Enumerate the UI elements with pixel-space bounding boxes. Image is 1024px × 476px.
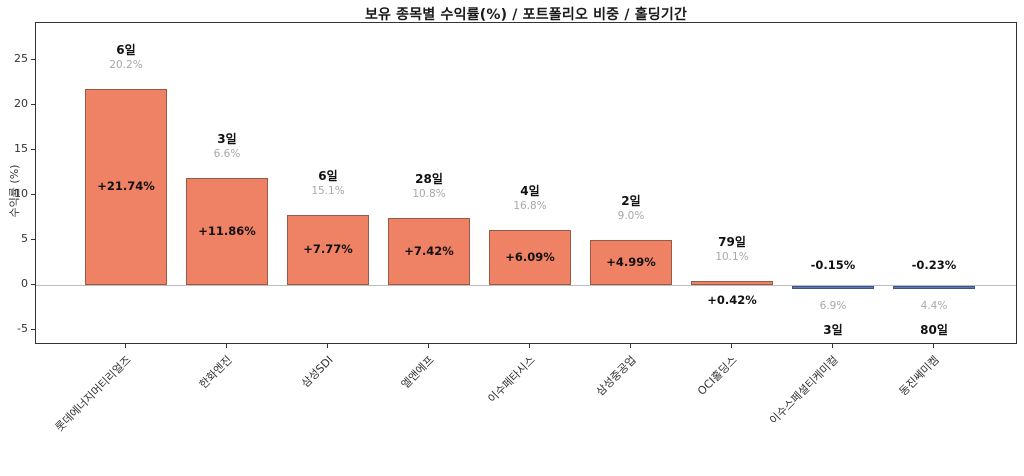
return-label: +7.42% [404, 243, 454, 258]
holding-days-label: 3일 [217, 132, 237, 147]
portfolio-weight-label: 10.8% [412, 188, 446, 201]
holding-days-label: 3일 [823, 323, 843, 337]
x-category-label: 삼성중공업 [593, 353, 639, 399]
y-tick-label: 15 [14, 142, 28, 155]
y-tick-mark [31, 104, 35, 105]
holding-days-label: 6일 [116, 43, 136, 58]
y-tick-mark [31, 59, 35, 60]
return-label: -0.23% [911, 258, 957, 272]
return-label: +6.09% [505, 249, 555, 264]
x-category-label: 엘앤에프 [398, 353, 437, 392]
x-category-label: 동진쎄미켐 [896, 353, 942, 399]
bar-8 [792, 286, 874, 289]
y-tick-label: 20 [14, 97, 28, 110]
return-label: +4.99% [606, 254, 656, 269]
holding-days-label: 6일 [318, 169, 338, 184]
y-tick-mark [31, 239, 35, 240]
y-tick-mark [31, 284, 35, 285]
return-label: +7.77% [303, 242, 353, 257]
portfolio-weight-label: 9.0% [617, 210, 645, 223]
portfolio-weight-label: 6.6% [213, 148, 241, 161]
y-tick-mark [31, 149, 35, 150]
y-tick-mark [31, 194, 35, 195]
holding-days-label: 28일 [415, 172, 443, 187]
y-tick-label: 5 [21, 232, 28, 245]
x-tick-mark [630, 344, 631, 348]
bar-9 [893, 286, 975, 289]
zero-gridline [36, 285, 1016, 286]
chart-title: 보유 종목별 수익률(%) / 포트폴리오 비중 / 홀딩기간 [364, 7, 688, 23]
bar-1 [85, 89, 167, 285]
holding-days-label: 4일 [520, 184, 540, 199]
bar-4 [388, 218, 470, 285]
return-label: -0.15% [810, 258, 856, 272]
x-tick-mark [327, 344, 328, 348]
plot-area: 6일 20.2% +21.74% 3일 6.6% +11.86% 6일 15.1% +7.77%… [35, 22, 1017, 344]
x-category-label: 이수스페셜티케미컬 [767, 353, 841, 428]
portfolio-weight-label: 4.4% [920, 300, 948, 312]
holding-days-label: 2일 [621, 194, 641, 209]
x-tick-mark [832, 344, 833, 348]
bar-3 [287, 215, 369, 285]
return-label: +11.86% [198, 223, 256, 238]
x-tick-mark [428, 344, 429, 348]
bar-5 [489, 230, 571, 285]
y-tick-label: 25 [14, 52, 28, 65]
x-category-label: 이수페타시스 [485, 353, 538, 406]
bar-7 [691, 281, 773, 285]
x-tick-mark [933, 344, 934, 348]
bar-6 [590, 240, 672, 285]
portfolio-weight-label: 15.1% [311, 185, 345, 198]
holding-days-label: 79일 [718, 235, 746, 250]
x-tick-mark [226, 344, 227, 348]
x-category-label: 한화엔진 [196, 353, 235, 392]
y-tick-label: 0 [21, 277, 28, 290]
y-tick-label: -5 [17, 322, 28, 335]
x-category-label: 삼성SDI [298, 353, 336, 391]
portfolio-weight-label: 16.8% [513, 200, 547, 213]
holding-days-label: 80일 [920, 323, 948, 337]
y-tick-label: 10 [14, 187, 28, 200]
return-label: +0.42% [707, 293, 757, 307]
portfolio-weight-label: 20.2% [109, 59, 143, 72]
x-category-label: 롯데에너지머티리얼즈 [52, 353, 134, 435]
x-tick-mark [125, 344, 126, 348]
portfolio-weight-label: 10.1% [715, 251, 749, 264]
x-category-label: OCI홀딩스 [695, 353, 740, 398]
return-label: +21.74% [97, 179, 155, 194]
bar-2 [186, 178, 268, 285]
x-tick-mark [529, 344, 530, 348]
y-tick-mark [31, 329, 35, 330]
returns-bar-chart: 보유 종목별 수익률(%) / 포트폴리오 비중 / 홀딩기간 수익률 (%) … [8, 7, 1017, 435]
portfolio-weight-label: 6.9% [819, 300, 847, 312]
x-tick-mark [731, 344, 732, 348]
